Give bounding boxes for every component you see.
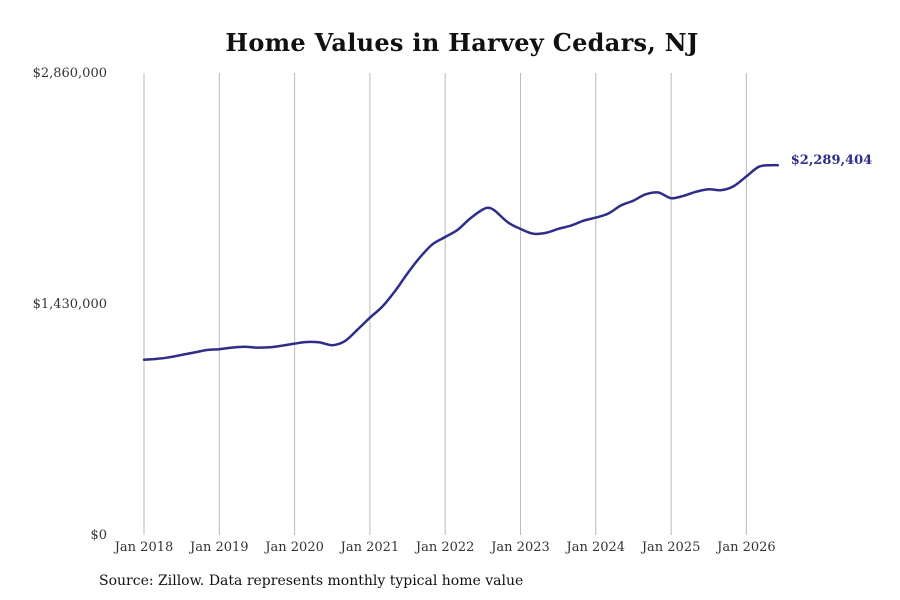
end-value-label-layer: $2,289,404: [791, 153, 872, 168]
source-note: Source: Zillow. Data represents monthly …: [99, 573, 524, 589]
x-tick-label: Jan 2026: [715, 540, 776, 555]
y-tick-label: $1,430,000: [33, 297, 107, 312]
x-tick-label: Jan 2023: [489, 540, 550, 555]
end-value-label: $2,289,404: [791, 153, 872, 168]
x-axis-ticks: Jan 2018 Jan 2019 Jan 2020 Jan 2021 Jan 2022…: [113, 540, 776, 555]
x-tick-label: Jan 2025: [640, 540, 701, 555]
grid-lines: [143, 73, 747, 535]
x-tick-label: Jan 2018: [113, 540, 174, 555]
series-layer: [142, 163, 780, 361]
x-tick-label: Jan 2020: [263, 540, 324, 555]
home-value-series-line: [142, 163, 780, 361]
x-tick-label: Jan 2019: [188, 540, 249, 555]
chart-title: Home Values in Harvey Cedars, NJ: [225, 28, 699, 57]
x-tick-label: Jan 2021: [339, 540, 400, 555]
y-axis-ticks: $0 $1,430,000 $2,860,000: [33, 66, 107, 543]
x-tick-label: Jan 2024: [565, 540, 626, 555]
y-tick-label: $2,860,000: [33, 66, 107, 81]
y-tick-label: $0: [90, 528, 107, 543]
x-tick-label: Jan 2022: [414, 540, 475, 555]
